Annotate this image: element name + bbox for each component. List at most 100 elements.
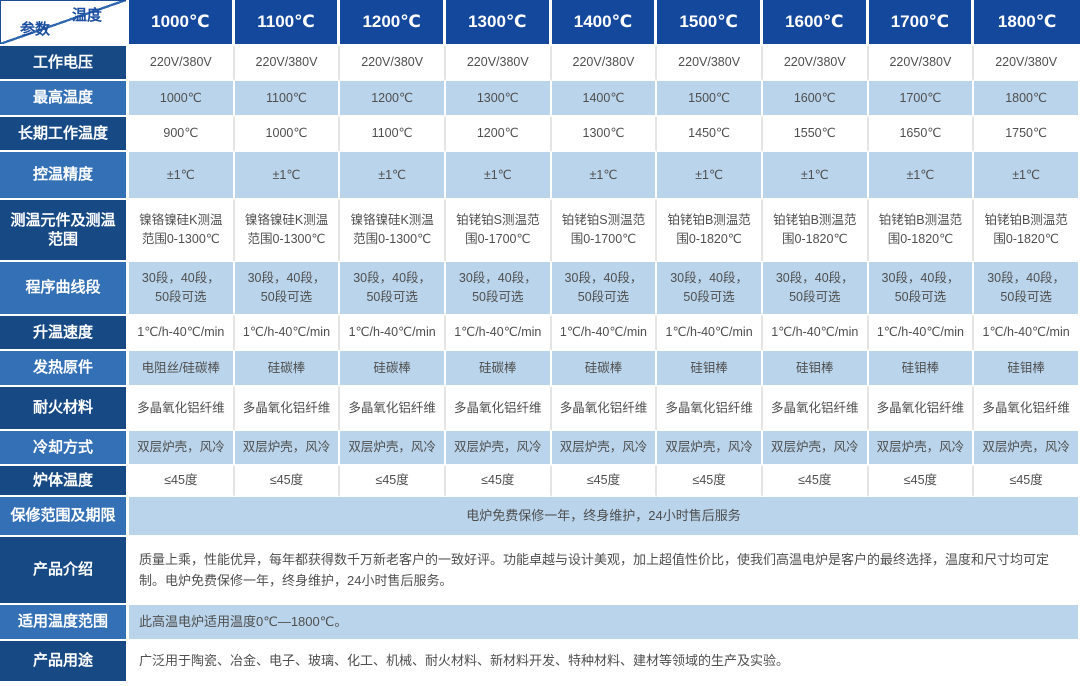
spec-cell: 多晶氧化铝纤维 bbox=[762, 387, 869, 431]
row-label: 工作电压 bbox=[0, 46, 129, 81]
spec-cell: ≤45度 bbox=[340, 466, 446, 497]
column-header: 1200℃ bbox=[340, 0, 446, 46]
row-label: 最高温度 bbox=[0, 81, 129, 117]
spec-cell: ±1℃ bbox=[340, 152, 446, 200]
row-label: 适用温度范围 bbox=[0, 605, 129, 641]
row-label: 冷却方式 bbox=[0, 431, 129, 466]
spec-cell: ≤45度 bbox=[762, 466, 869, 497]
spec-cell: 1℃/h-40℃/min bbox=[657, 316, 763, 351]
spec-cell: 多晶氧化铝纤维 bbox=[129, 387, 235, 431]
spec-cell: 1600℃ bbox=[762, 81, 869, 117]
spec-cell: 硅钼棒 bbox=[868, 351, 975, 387]
spec-cell: 1000℃ bbox=[129, 81, 235, 117]
table-row: 冷却方式 双层炉壳，风冷 双层炉壳，风冷 双层炉壳，风冷 双层炉壳，风冷 双层炉壳，风冷双… bbox=[0, 431, 1080, 466]
column-header: 1700℃ bbox=[868, 0, 975, 46]
spec-cell: 铂铑铂S测温范 围0-1700℃ bbox=[551, 200, 658, 262]
column-header: 1000℃ bbox=[129, 0, 235, 46]
table-row: 测温元件及测温范围 镍铬镍硅K测温 范围0-1300℃ 镍铬镍硅K测温 范围0-13… bbox=[0, 200, 1080, 262]
spec-cell: 1000℃ bbox=[234, 117, 341, 152]
spec-cell: 30段，40段， 50段可选 bbox=[551, 262, 658, 316]
spec-cell: 镍铬镍硅K测温 范围0-1300℃ bbox=[234, 200, 341, 262]
spec-cell: 30段，40段， 50段可选 bbox=[868, 262, 975, 316]
spec-cell: 双层炉壳，风冷 bbox=[974, 431, 1080, 466]
row-label: 测温元件及测温范围 bbox=[0, 200, 129, 262]
spec-cell: ≤45度 bbox=[974, 466, 1080, 497]
spec-cell: 1℃/h-40℃/min bbox=[551, 316, 658, 351]
spec-cell: 1650℃ bbox=[868, 117, 975, 152]
span-text-cell: 质量上乘，性能优异，每年都获得数千万新老客户的一致好评。功能卓越与设计美观，加上… bbox=[129, 537, 1080, 605]
table-row: 控温精度 ±1℃ ±1℃ ±1℃ ±1℃ ±1℃ ±1℃ ±1℃ ±1℃ ±1℃ bbox=[0, 152, 1080, 200]
spec-cell: 多晶氧化铝纤维 bbox=[340, 387, 446, 431]
spec-cell: 30段，40段， 50段可选 bbox=[445, 262, 552, 316]
spec-cell: 900℃ bbox=[129, 117, 235, 152]
spec-cell: 1℃/h-40℃/min bbox=[974, 316, 1080, 351]
table-row: 发热原件 电阻丝/硅碳棒 硅碳棒 硅碳棒 硅碳棒 硅碳棒 硅钼棒 硅钼棒 硅钼棒 硅钼棒 bbox=[0, 351, 1080, 387]
corner-label-parameter: 参数 bbox=[20, 21, 51, 38]
spec-cell: ≤45度 bbox=[551, 466, 658, 497]
row-label: 发热原件 bbox=[0, 351, 129, 387]
corner-cell: 温度 参数 bbox=[0, 0, 129, 46]
spec-cell: 30段，40段， 50段可选 bbox=[129, 262, 235, 316]
spec-cell: 220V/380V bbox=[340, 46, 446, 81]
spec-cell: 1℃/h-40℃/min bbox=[129, 316, 235, 351]
spec-cell: 铂铑铂B测温范 围0-1820℃ bbox=[657, 200, 763, 262]
column-header: 1500℃ bbox=[657, 0, 763, 46]
table-row: 产品用途 广泛用于陶瓷、冶金、电子、玻璃、化工、机械、耐火材料、新材料开发、特种材… bbox=[0, 641, 1080, 683]
spec-cell: 镍铬镍硅K测温 范围0-1300℃ bbox=[340, 200, 446, 262]
spec-cell: 1700℃ bbox=[868, 81, 975, 117]
spec-cell: ±1℃ bbox=[551, 152, 658, 200]
spec-cell: 铂铑铂B测温范 围0-1820℃ bbox=[868, 200, 975, 262]
table-row: 耐火材料 多晶氧化铝纤维 多晶氧化铝纤维 多晶氧化铝纤维 多晶氧化铝纤维 多晶氧化铝纤维多… bbox=[0, 387, 1080, 431]
spec-cell: 30段，40段， 50段可选 bbox=[974, 262, 1080, 316]
spec-cell: 硅碳棒 bbox=[551, 351, 658, 387]
spec-cell: 多晶氧化铝纤维 bbox=[868, 387, 975, 431]
spec-cell: 1℃/h-40℃/min bbox=[234, 316, 341, 351]
spec-cell: 双层炉壳，风冷 bbox=[868, 431, 975, 466]
spec-cell: 220V/380V bbox=[762, 46, 869, 81]
spec-cell: 220V/380V bbox=[974, 46, 1080, 81]
spec-cell: 双层炉壳，风冷 bbox=[129, 431, 235, 466]
spec-cell: 硅钼棒 bbox=[974, 351, 1080, 387]
spec-cell: 硅碳棒 bbox=[445, 351, 552, 387]
column-header: 1800℃ bbox=[974, 0, 1080, 46]
spec-cell: ≤45度 bbox=[868, 466, 975, 497]
spec-cell: ±1℃ bbox=[445, 152, 552, 200]
spec-cell: 1200℃ bbox=[340, 81, 446, 117]
spec-cell: 1750℃ bbox=[974, 117, 1080, 152]
spec-cell: 1100℃ bbox=[340, 117, 446, 152]
spec-cell: 220V/380V bbox=[445, 46, 552, 81]
table-row: 炉体温度 ≤45度 ≤45度 ≤45度 ≤45度 ≤45度 ≤45度 ≤45度 ≤45度 ≤45度 bbox=[0, 466, 1080, 497]
spec-cell: ±1℃ bbox=[974, 152, 1080, 200]
column-header: 1300℃ bbox=[445, 0, 552, 46]
column-header: 1100℃ bbox=[234, 0, 341, 46]
table-header-row: 温度 参数 1000℃ 1100℃ 1200℃ 1300℃ 1400℃ 1500℃ 1600℃ 1… bbox=[0, 0, 1080, 46]
spec-cell: 多晶氧化铝纤维 bbox=[657, 387, 763, 431]
spec-cell: 铂铑铂B测温范 围0-1820℃ bbox=[974, 200, 1080, 262]
spec-cell: 1800℃ bbox=[974, 81, 1080, 117]
table-row: 工作电压 220V/380V 220V/380V 220V/380V 220V/380V… bbox=[0, 46, 1080, 81]
spec-cell: 30段，40段， 50段可选 bbox=[762, 262, 869, 316]
spec-cell: 多晶氧化铝纤维 bbox=[551, 387, 658, 431]
spec-cell: ≤45度 bbox=[445, 466, 552, 497]
spec-cell: 30段，40段， 50段可选 bbox=[340, 262, 446, 316]
spec-cell: 220V/380V bbox=[868, 46, 975, 81]
spec-cell: 1℃/h-40℃/min bbox=[340, 316, 446, 351]
row-label: 产品用途 bbox=[0, 641, 129, 683]
spec-cell: ±1℃ bbox=[762, 152, 869, 200]
row-label: 耐火材料 bbox=[0, 387, 129, 431]
spec-cell: 硅碳棒 bbox=[340, 351, 446, 387]
row-label: 保修范围及期限 bbox=[0, 497, 129, 537]
spec-cell: 硅钼棒 bbox=[657, 351, 763, 387]
spec-cell: 电阻丝/硅碳棒 bbox=[129, 351, 235, 387]
spec-cell: ≤45度 bbox=[234, 466, 341, 497]
spec-cell: 铂铑铂S测温范 围0-1700℃ bbox=[445, 200, 552, 262]
table-row: 长期工作温度 900℃ 1000℃ 1100℃ 1200℃ 1300℃ 1450℃ 1550℃… bbox=[0, 117, 1080, 152]
row-label: 升温速度 bbox=[0, 316, 129, 351]
spec-cell: ±1℃ bbox=[129, 152, 235, 200]
row-label: 产品介绍 bbox=[0, 537, 129, 605]
spec-cell: 双层炉壳，风冷 bbox=[762, 431, 869, 466]
spec-cell: 220V/380V bbox=[234, 46, 341, 81]
spec-cell: 30段，40段， 50段可选 bbox=[234, 262, 341, 316]
spec-cell: 硅钼棒 bbox=[762, 351, 869, 387]
